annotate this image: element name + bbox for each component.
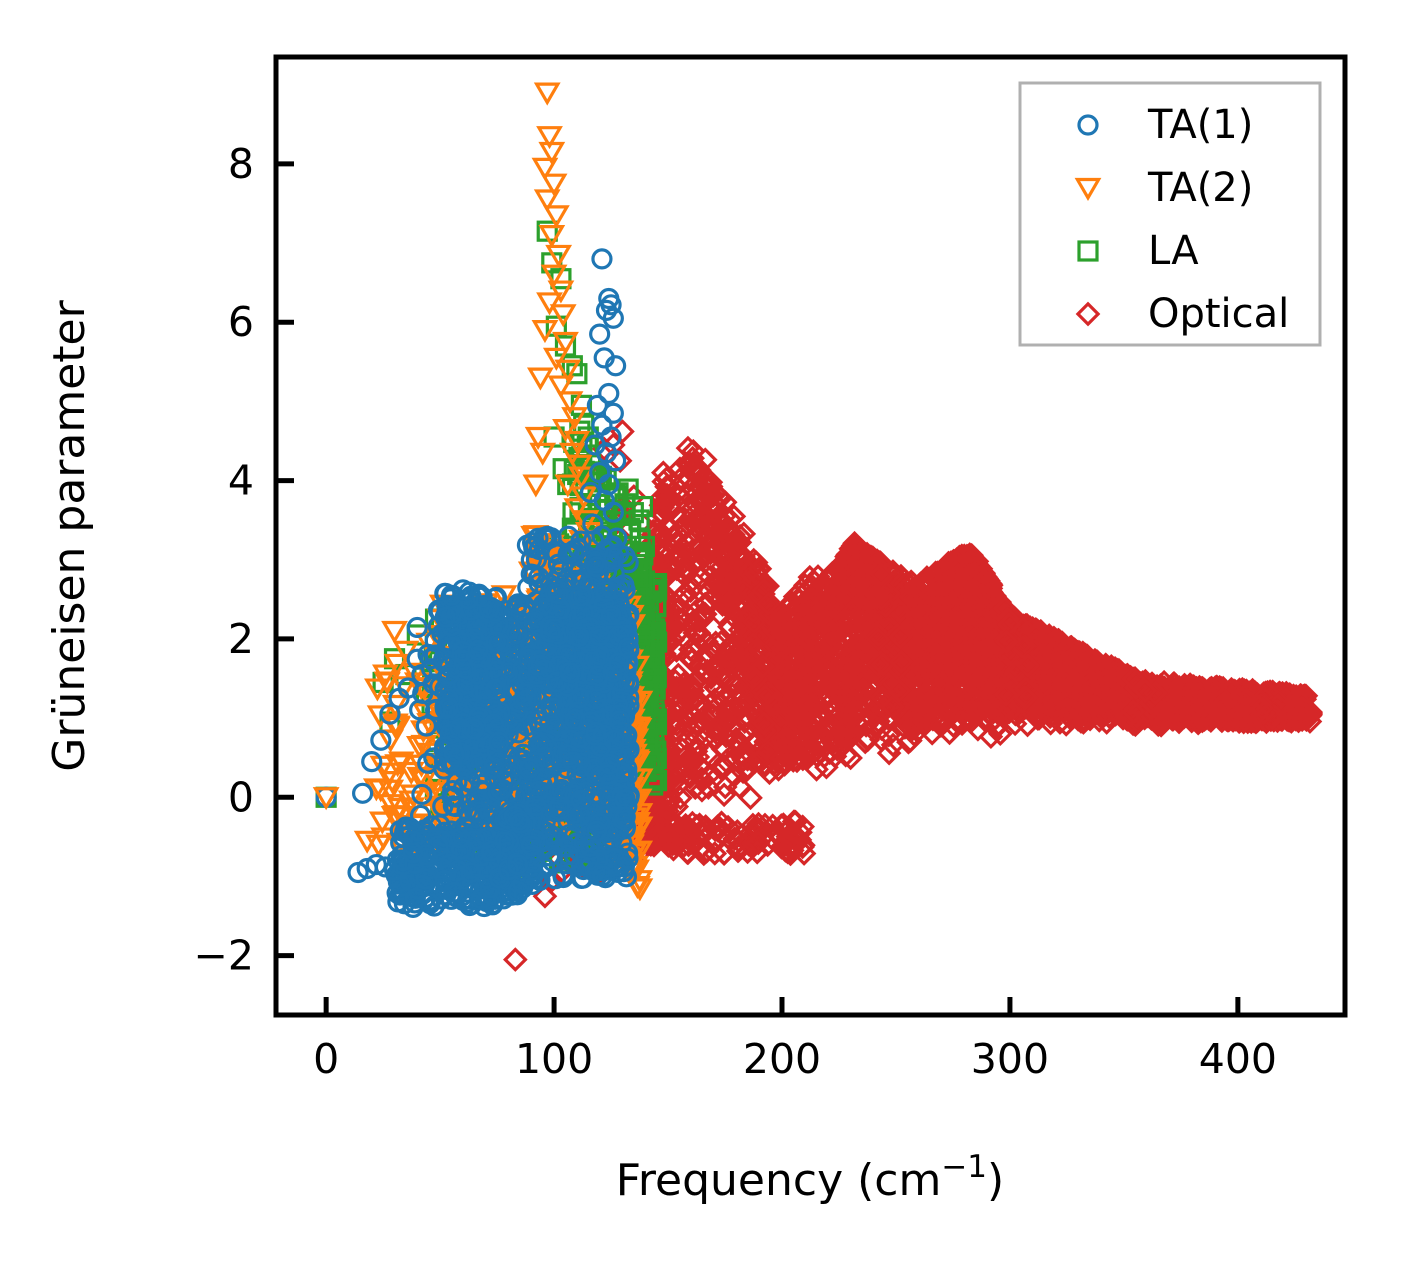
data-point (662, 526, 687, 551)
data-point (752, 753, 778, 779)
data-point (650, 460, 676, 486)
data-point (693, 711, 719, 737)
data-point (707, 755, 733, 780)
data-point (675, 558, 700, 583)
data-point (707, 601, 733, 627)
data-point (704, 676, 729, 701)
data-point (995, 606, 1021, 632)
data-point (887, 694, 913, 720)
data-point (705, 519, 731, 544)
data-point (818, 597, 843, 622)
data-point (803, 724, 828, 750)
scatter-data-layer (312, 82, 1324, 972)
data-point (697, 533, 723, 559)
data-point (864, 655, 890, 681)
data-point (757, 650, 782, 676)
data-point (691, 545, 717, 571)
data-point (804, 742, 829, 768)
data-point (853, 713, 879, 738)
data-point (741, 609, 767, 635)
data-point (664, 520, 689, 546)
data-point (920, 706, 946, 732)
data-point (730, 591, 755, 616)
data-point (909, 571, 935, 597)
data-point (987, 721, 1013, 747)
data-point (688, 654, 714, 679)
data-point (715, 583, 741, 608)
data-point (975, 653, 1000, 679)
data-point (677, 637, 703, 662)
data-point (707, 578, 733, 604)
data-point (686, 510, 712, 536)
data-point (692, 591, 718, 617)
data-point (691, 542, 717, 568)
data-point (876, 606, 902, 632)
data-point (1020, 615, 1045, 641)
data-point (697, 564, 723, 590)
data-point (696, 775, 721, 801)
data-point (929, 609, 955, 635)
data-point (713, 723, 739, 749)
data-point (685, 744, 711, 770)
data-point (666, 506, 692, 531)
